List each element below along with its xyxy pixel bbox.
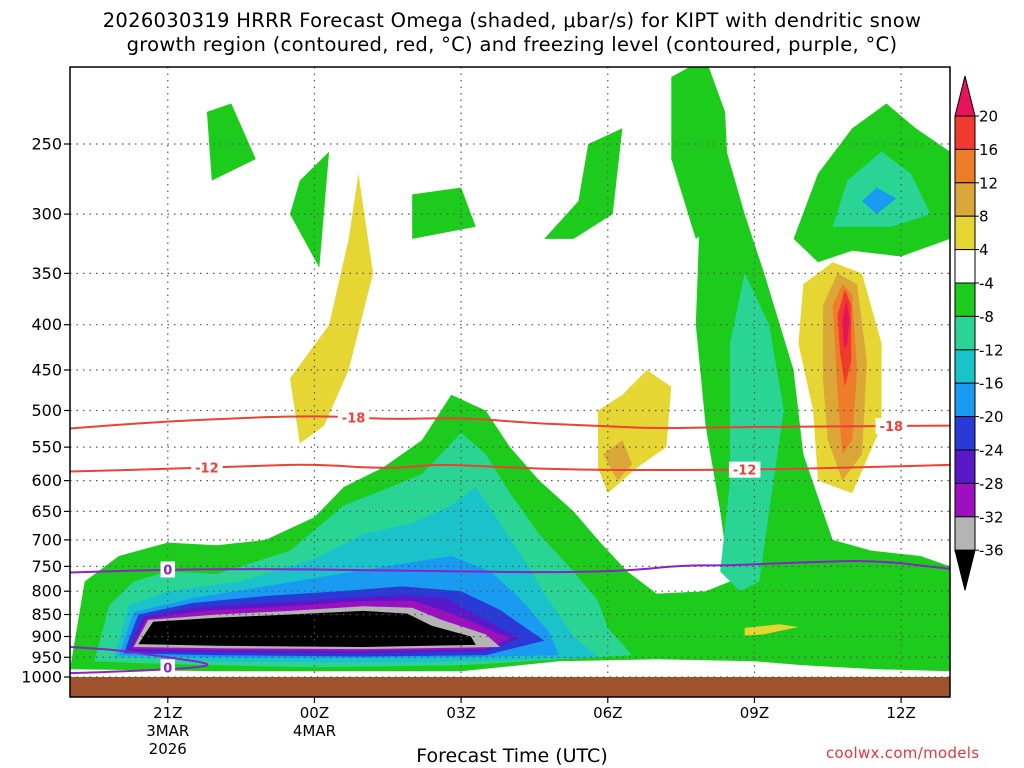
y-tick-label-850: 850 — [31, 605, 62, 624]
contour-line-2 — [70, 560, 950, 574]
y-tick-label-800: 800 — [31, 582, 62, 601]
contour-label-1-1: -12 — [733, 464, 757, 479]
x-tick-sublabel-00Z-0: 4MAR — [293, 722, 336, 740]
contour-line-0 — [70, 415, 950, 430]
colorbar-label--24: -24 — [979, 442, 1004, 460]
contour-label-0-0: -18 — [342, 412, 366, 427]
omega-region-17 — [138, 610, 476, 647]
x-tick-label-06Z: 06Z — [593, 704, 622, 722]
y-tick-label-600: 600 — [31, 471, 62, 490]
colorbar-bottom-arrow — [954, 549, 976, 591]
contour-label-bg-0-0 — [337, 409, 370, 426]
omega-region-5 — [412, 187, 476, 239]
omega-region-26 — [842, 299, 850, 348]
omega-region-1 — [671, 67, 730, 239]
colorbar-label-16: 16 — [979, 141, 998, 159]
colorbar-segment-2 — [954, 148, 976, 184]
y-tick-label-350: 350 — [31, 264, 62, 283]
omega-shading-layer — [70, 67, 950, 672]
y-tick-label-650: 650 — [31, 502, 62, 521]
colorbar-segment-6 — [954, 282, 976, 317]
contour-label-bg-1-0 — [191, 459, 223, 476]
colorbar-label-20: 20 — [979, 108, 998, 126]
contour-layer: -18 -18 -12 -12 0 0 0 — [70, 409, 997, 676]
plot-frame — [69, 66, 951, 698]
omega-region-9 — [832, 151, 931, 227]
colorbar-segment-4 — [954, 215, 976, 251]
colorbar-label--12: -12 — [979, 341, 1004, 359]
y-tick-label-500: 500 — [31, 401, 62, 420]
colorbar-label-12: 12 — [979, 174, 998, 192]
x-tick-sublabel-21Z-1: 2026 — [149, 740, 187, 758]
y-tick-label-1000: 1000 — [21, 668, 62, 687]
contour-label-bg-1-1 — [728, 461, 761, 478]
y-tick-label-750: 750 — [31, 557, 62, 576]
x-tick-sublabel-21Z-0: 3MAR — [146, 722, 189, 740]
colorbar-top-arrow — [954, 75, 976, 117]
colorbar-segment-11 — [954, 449, 976, 484]
contour-label-1-0: -12 — [195, 462, 219, 477]
colorbar-segment-9 — [954, 382, 976, 418]
colorbar: 20 16 12 8 4 -4 -8 -12 -16 -20 -24 -28 -32 -36 — [954, 75, 1004, 591]
y-tick-label-700: 700 — [31, 530, 62, 549]
contour-label-bg-3-0 — [160, 659, 176, 676]
colorbar-segment-12 — [954, 482, 976, 518]
contour-line-3 — [70, 646, 209, 675]
colorbar-label--32: -32 — [979, 508, 1004, 526]
omega-region-18 — [290, 173, 374, 444]
y-tick-label-900: 900 — [31, 627, 62, 646]
colorbar-segment-1 — [954, 115, 976, 150]
contour-label-3-0: 0 — [163, 661, 172, 676]
x-tick-label-21Z: 21Z — [153, 704, 182, 722]
ground-surface-band — [70, 677, 950, 697]
colorbar-label--20: -20 — [979, 408, 1004, 426]
y-tick-label-450: 450 — [31, 360, 62, 379]
credit-link[interactable]: coolwx.com/models — [826, 744, 980, 762]
colorbar-label--8: -8 — [979, 308, 994, 326]
omega-region-3 — [206, 103, 256, 181]
contour-label-2-0: 0 — [163, 563, 172, 578]
x-tick-label-09Z: 09Z — [740, 704, 769, 722]
colorbar-label--16: -16 — [979, 375, 1004, 393]
y-tick-label-400: 400 — [31, 315, 62, 334]
contour-label-bg-2-0 — [160, 561, 176, 578]
y-axis: 250 300 350 400 450 500 550 600 650 700 750 800 850 9… — [21, 135, 70, 687]
colorbar-label--36: -36 — [979, 542, 1004, 560]
omega-region-12 — [862, 187, 897, 215]
omega-region-8 — [720, 273, 784, 592]
colorbar-label--4: -4 — [979, 275, 994, 293]
chart-title-line2: growth region (contoured, red, °C) and f… — [126, 33, 898, 56]
omega-region-6 — [544, 128, 623, 239]
x-tick-label-03Z: 03Z — [446, 704, 475, 722]
y-tick-label-300: 300 — [31, 205, 62, 224]
x-axis-label: Forecast Time (UTC) — [416, 745, 608, 767]
contour-label-bg-2-1 — [982, 564, 997, 580]
colorbar-segment-5 — [954, 249, 976, 284]
y-tick-label-550: 550 — [31, 438, 62, 457]
y-tick-label-950: 950 — [31, 648, 62, 667]
colorbar-label--28: -28 — [979, 475, 1004, 493]
colorbar-segment-7 — [954, 315, 976, 351]
x-tick-label-12Z: 12Z — [886, 704, 915, 722]
contour-label-0-1: -18 — [880, 420, 904, 435]
omega-region-4 — [290, 151, 330, 268]
chart-title-line1: 2026030319 HRRR Forecast Omega (shaded, … — [102, 9, 922, 32]
contour-label-2-1: 0 — [985, 566, 994, 581]
colorbar-label-4: 4 — [979, 241, 989, 259]
colorbar-segment-8 — [954, 349, 976, 384]
x-tick-label-00Z: 00Z — [300, 704, 329, 722]
colorbar-segment-13 — [954, 516, 976, 551]
contour-label-bg-0-1 — [875, 418, 908, 435]
colorbar-segment-3 — [954, 182, 976, 217]
y-tick-label-250: 250 — [31, 135, 62, 154]
colorbar-label-8: 8 — [979, 208, 989, 226]
omega-region-21 — [744, 624, 799, 636]
colorbar-segment-10 — [954, 416, 976, 451]
